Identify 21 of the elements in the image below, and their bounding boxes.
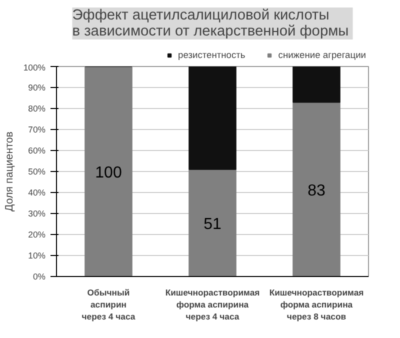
y-tick-label: 90% <box>28 82 46 92</box>
y-tick-label: 0% <box>32 272 46 282</box>
data-label: 83 <box>308 182 326 200</box>
y-tick-label: 10% <box>28 250 46 260</box>
x-tick-label: Кишечнорастворимая форма аспирина через 8 часов <box>269 288 364 322</box>
legend-label: снижение агрегации <box>278 50 366 60</box>
y-tick-label: 60% <box>28 146 46 156</box>
y-tick-label: 50% <box>28 166 46 176</box>
y-tick-label: 70% <box>28 124 46 134</box>
data-label: 51 <box>204 216 222 233</box>
x-tick-label: Обычный аспирин через 4 часа <box>82 288 136 322</box>
y-tick-label: 20% <box>28 230 46 240</box>
chart-title: Эффект ацетилсалициловой кислоты в зависимости от лекарственной формы <box>72 8 349 40</box>
y-tick-label: 40% <box>28 188 46 198</box>
y-tick-label: 30% <box>28 208 46 218</box>
y-tick-label: 80% <box>28 104 46 114</box>
y-tick-label: 100% <box>23 62 46 72</box>
x-tick-label: Кишечнорастворимая форма аспирина через 4 часа <box>165 288 260 322</box>
legend-label: резистентность <box>178 50 246 60</box>
data-label: 100 <box>95 164 122 182</box>
y-axis-title: Доля пациентов <box>3 131 16 212</box>
